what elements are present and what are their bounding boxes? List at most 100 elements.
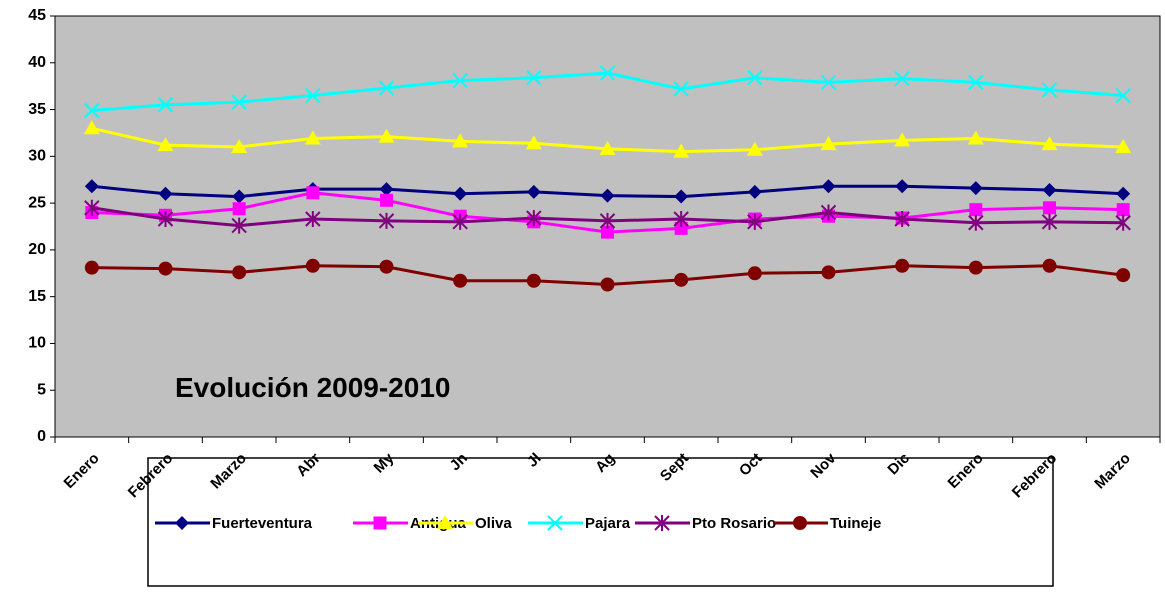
x-tick-label: Marzo: [1091, 450, 1134, 493]
marker: [232, 202, 246, 216]
y-tick-label: 30: [28, 148, 46, 165]
marker: [673, 81, 689, 97]
marker: [1115, 87, 1131, 104]
marker: [84, 199, 100, 216]
marker: [526, 210, 542, 227]
y-tick-label: 10: [28, 335, 46, 352]
marker: [526, 70, 542, 86]
marker: [967, 130, 984, 145]
marker: [1115, 138, 1132, 153]
marker: [232, 265, 247, 280]
marker: [968, 260, 983, 275]
legend-label: Pto Rosario: [692, 515, 776, 532]
marker: [378, 80, 395, 96]
marker: [894, 70, 910, 87]
marker: [1041, 213, 1058, 230]
marker: [894, 132, 911, 147]
marker: [83, 120, 100, 135]
marker: [968, 214, 984, 231]
y-tick-label: 0: [37, 428, 46, 445]
marker: [305, 211, 321, 228]
marker: [1116, 268, 1131, 283]
marker: [1116, 186, 1131, 201]
marker: [673, 143, 690, 158]
marker: [84, 102, 100, 119]
legend-label: Pajara: [585, 515, 631, 532]
marker: [380, 193, 393, 207]
annotation: Evolución 2009-2010: [175, 372, 450, 403]
marker: [84, 179, 99, 194]
legend-label: Tuineje: [830, 515, 881, 532]
marker: [793, 516, 807, 530]
marker: [157, 137, 174, 152]
marker: [1041, 136, 1058, 151]
marker: [673, 211, 689, 228]
marker: [452, 72, 468, 89]
marker: [547, 515, 563, 531]
marker: [674, 189, 689, 204]
x-tick-label: Enero: [61, 450, 103, 492]
marker: [1041, 82, 1058, 98]
marker: [526, 273, 541, 288]
marker: [158, 186, 173, 201]
marker: [599, 212, 616, 229]
marker: [674, 221, 688, 235]
y-tick-label: 20: [28, 241, 46, 258]
marker: [231, 217, 247, 234]
marker: [453, 186, 468, 201]
marker: [600, 188, 615, 203]
marker: [821, 265, 836, 280]
marker: [379, 259, 394, 274]
marker: [157, 97, 174, 113]
marker: [84, 260, 99, 275]
marker: [305, 258, 320, 273]
marker: [968, 74, 984, 91]
marker: [600, 277, 615, 292]
marker: [1042, 258, 1057, 273]
marker: [304, 130, 321, 145]
marker: [232, 189, 247, 204]
y-tick-label: 5: [37, 381, 46, 398]
y-tick-label: 40: [28, 54, 46, 71]
marker: [820, 74, 837, 91]
marker: [1115, 214, 1131, 231]
marker: [747, 266, 762, 281]
marker: [378, 128, 395, 143]
marker: [437, 515, 453, 529]
legend-label: Oliva: [475, 515, 512, 532]
marker: [820, 136, 837, 151]
marker: [231, 138, 248, 153]
marker: [674, 272, 689, 287]
marker: [157, 211, 174, 228]
marker: [821, 179, 836, 194]
marker: [452, 133, 469, 148]
marker: [895, 258, 910, 273]
legend-box: [147, 457, 1054, 587]
marker: [231, 94, 247, 110]
marker: [175, 516, 189, 530]
marker: [158, 261, 173, 276]
marker: [453, 273, 468, 288]
marker: [1043, 201, 1056, 215]
y-tick-label: 45: [28, 7, 46, 24]
marker: [654, 515, 670, 531]
marker: [747, 184, 762, 199]
marker: [968, 181, 983, 196]
marker: [820, 204, 837, 221]
marker: [1116, 203, 1130, 217]
marker: [306, 186, 320, 200]
legend-label: Fuerteventura: [212, 515, 313, 532]
marker: [373, 516, 387, 530]
marker: [601, 225, 614, 239]
marker: [378, 212, 395, 229]
marker: [894, 211, 910, 228]
marker: [1042, 183, 1057, 198]
marker: [526, 184, 541, 199]
marker: [747, 70, 763, 86]
marker: [379, 182, 394, 197]
marker: [305, 87, 321, 104]
marker: [969, 203, 983, 217]
marker: [746, 141, 763, 156]
marker: [452, 213, 468, 230]
